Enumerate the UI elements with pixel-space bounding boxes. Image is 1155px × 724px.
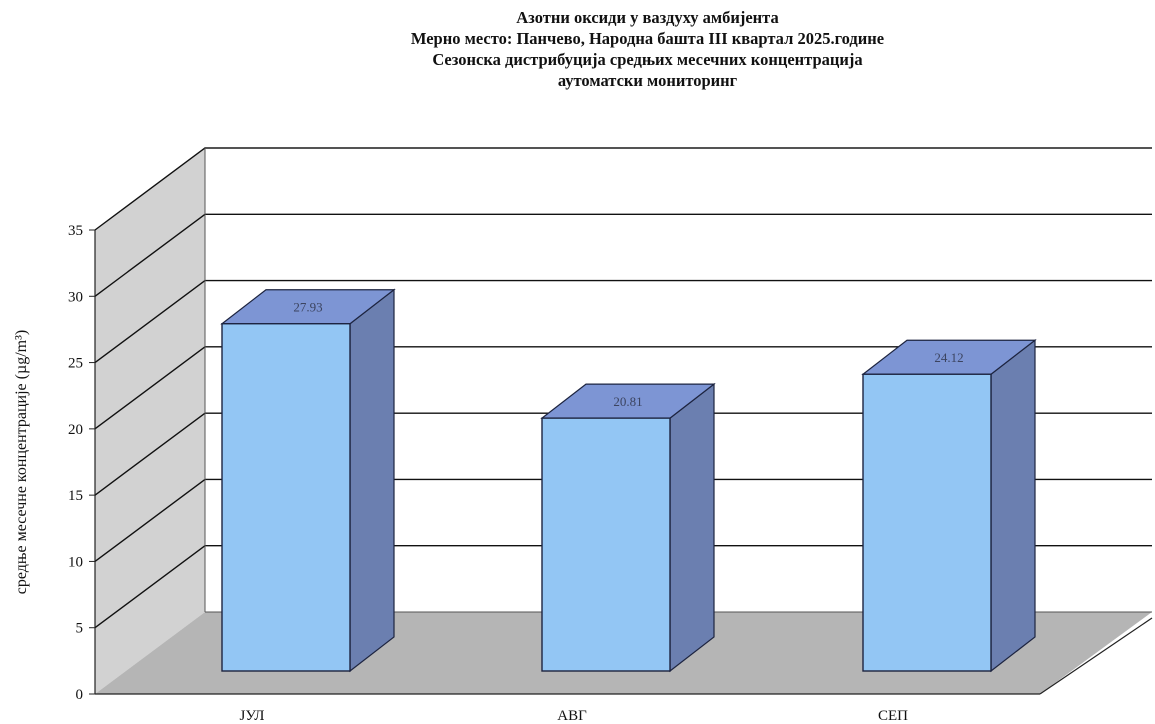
bar-front <box>221 323 351 672</box>
bar-side <box>669 382 715 673</box>
y-tick-label: 20 <box>68 422 83 438</box>
floor-right-edge <box>1039 617 1153 695</box>
chart-title-line-1: Азотни оксиди у ваздуху амбијента <box>516 8 779 27</box>
bar <box>861 339 1037 673</box>
data-label: 27.93 <box>293 300 322 315</box>
bar-side <box>349 288 395 673</box>
side-wall <box>95 148 205 694</box>
x-category-label: СЕП <box>878 708 908 724</box>
y-tick-label: 0 <box>76 687 84 703</box>
y-tick-label: 15 <box>68 488 83 504</box>
chart-title-line-4: аутоматски мониторинг <box>557 71 738 90</box>
chart-title-line-2: Мерно место: Панчево, Народна башта III … <box>410 29 885 48</box>
bar-front <box>862 373 992 672</box>
y-tick-label: 35 <box>68 223 83 239</box>
bar <box>220 288 396 673</box>
y-axis-label: средње месечне концентрације (µg/m³) <box>13 330 30 594</box>
chart-title-line-3: Сезонска дистрибуција средњих месечних к… <box>432 50 863 69</box>
bar <box>540 382 716 673</box>
y-tick-label: 25 <box>68 356 83 372</box>
data-label: 24.12 <box>934 350 963 365</box>
y-tick-label: 30 <box>68 289 83 305</box>
bar-front <box>541 417 671 672</box>
x-category-label: ЈУЛ <box>240 708 265 724</box>
y-tick-label: 5 <box>76 621 84 637</box>
data-label: 20.81 <box>613 394 642 409</box>
chart-titles: Азотни оксиди у ваздуху амбијента Мерно … <box>0 7 1155 91</box>
bar-side <box>990 339 1036 673</box>
y-tick-label: 10 <box>68 554 83 570</box>
x-category-label: АВГ <box>557 708 587 724</box>
